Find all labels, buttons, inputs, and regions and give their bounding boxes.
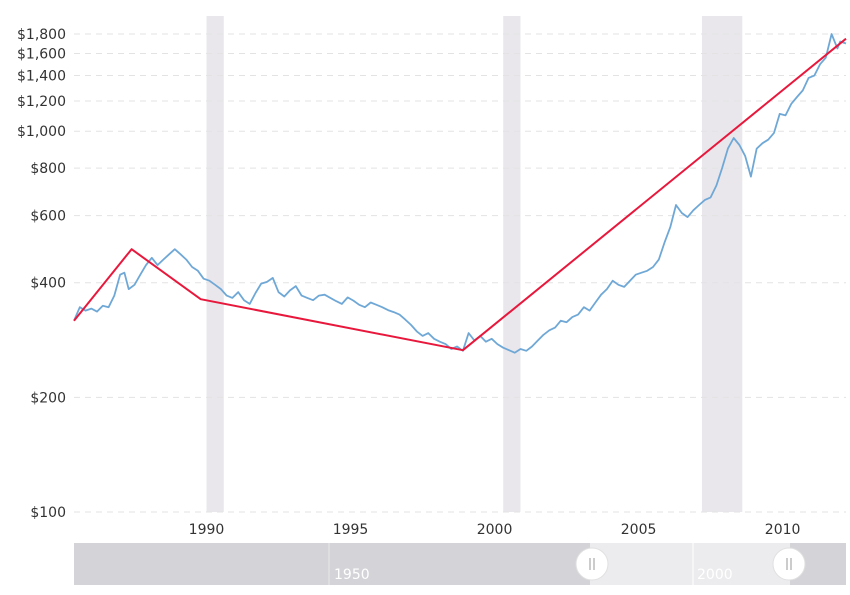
x-tick-label: 1990	[189, 522, 225, 538]
recession-band	[503, 16, 521, 512]
y-tick-label: $200	[30, 390, 66, 406]
navigator-right-handle-knob[interactable]	[772, 547, 806, 581]
x-tick-label: 2010	[765, 522, 801, 538]
y-tick-label: $1,200	[17, 94, 66, 110]
x-tick-label: 2005	[621, 522, 657, 538]
recession-band	[206, 16, 224, 512]
navigator-left-handle[interactable]	[575, 547, 609, 581]
navigator-label-2000: 2000	[697, 567, 733, 583]
recession-band	[701, 16, 743, 512]
x-tick-label: 2000	[477, 522, 513, 538]
y-axis-ticks: $100 $200 $400 $600 $800 $1,000 $1,200 $1,400 $1…	[17, 27, 66, 521]
grid-lines	[74, 33, 846, 513]
recession-bands	[206, 16, 743, 512]
y-tick-label: $1,400	[17, 69, 66, 85]
y-tick-label: $1,800	[17, 27, 66, 43]
y-tick-label: $100	[30, 505, 66, 521]
navigator-right-handle[interactable]	[772, 547, 806, 581]
y-tick-label: $1,000	[17, 124, 66, 140]
navigator-left-handle-knob[interactable]	[575, 547, 609, 581]
navigator-selected-range[interactable]	[590, 543, 790, 585]
navigator-label-1950: 1950	[334, 567, 370, 583]
y-tick-label: $600	[30, 209, 66, 225]
y-tick-label: $400	[30, 276, 66, 292]
y-tick-label: $800	[30, 161, 66, 177]
y-tick-label: $1,600	[17, 46, 66, 62]
x-axis-ticks: 1990 1995 2000 2005 2010	[189, 522, 801, 538]
series-lines	[73, 33, 847, 354]
range-navigator[interactable]: 1950 2000	[74, 543, 846, 585]
trend-line	[73, 37, 847, 352]
x-tick-label: 1995	[333, 522, 369, 538]
